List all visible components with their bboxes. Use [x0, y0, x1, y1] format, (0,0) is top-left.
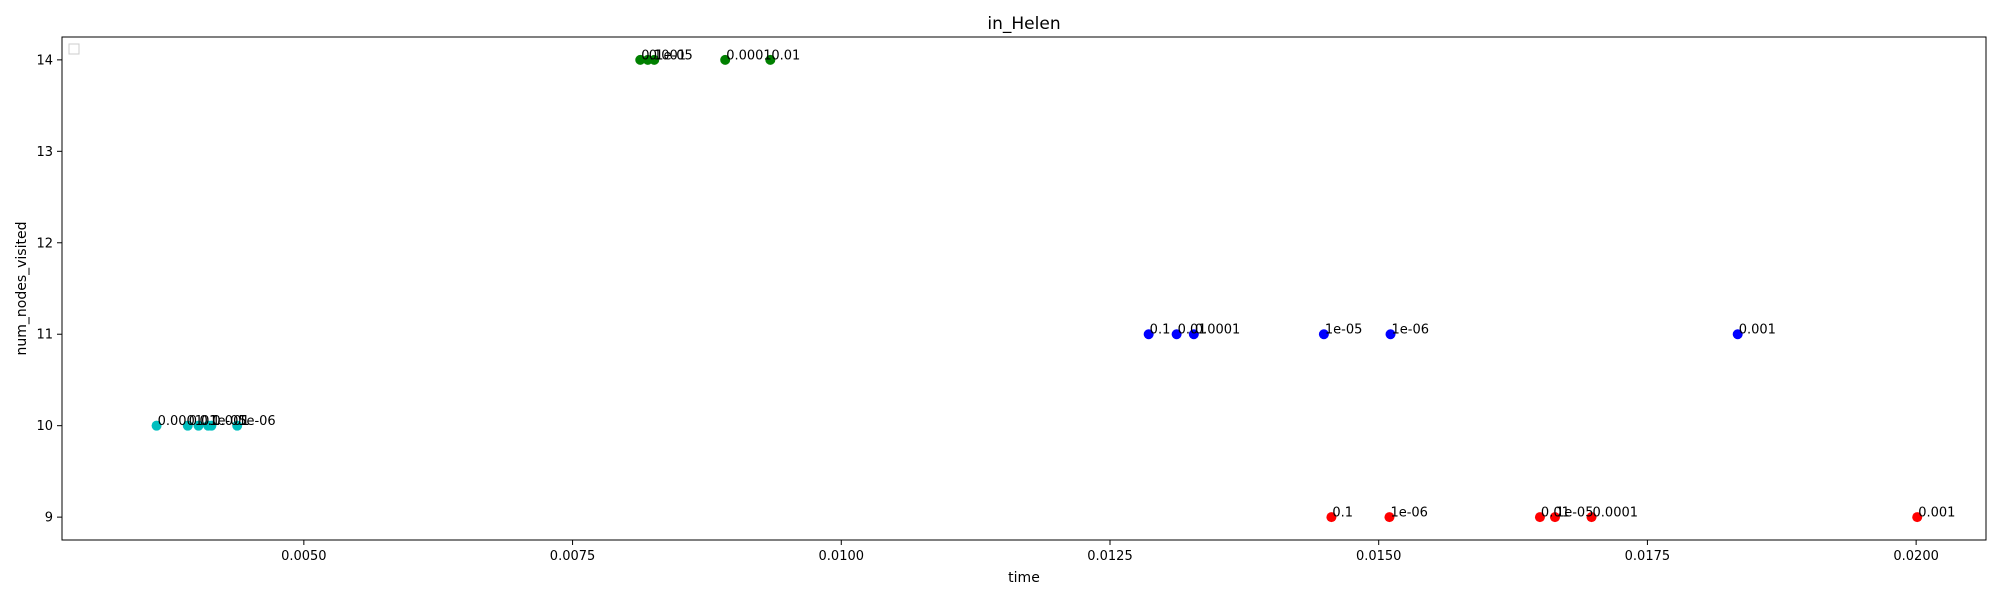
x-tick-label: 0.0075 [550, 549, 596, 564]
data-point-label: 1e-05 [1325, 323, 1363, 338]
x-tick-label: 0.0175 [1625, 549, 1671, 564]
data-point-label: 1e-06 [1392, 323, 1430, 338]
data-point [206, 420, 217, 431]
data-point [182, 420, 193, 431]
data-point [232, 420, 243, 431]
data-point-label: 1e-05 [209, 414, 247, 429]
data-point [635, 54, 646, 65]
data-point [1384, 512, 1395, 523]
data-point [151, 420, 162, 431]
x-axis-ticks: 0.0050 0.0075 0.0100 0.0125 0.0150 0.0175 0.02… [281, 540, 1939, 564]
data-point-label: 0.1 [1150, 323, 1171, 338]
data-point-label: 0.001 [212, 414, 249, 429]
x-tick-label: 0.0150 [1356, 549, 1402, 564]
data-point [1143, 329, 1154, 340]
legend-box [68, 43, 80, 55]
data-point-label: 1e-06 [238, 414, 276, 429]
data-point [1912, 512, 1923, 523]
data-point [1188, 329, 1199, 340]
y-tick-label: 9 [45, 511, 53, 526]
data-point-label: 0.0001 [726, 48, 772, 63]
y-axis-ticks: 9 10 11 12 13 14 [36, 53, 62, 526]
plot-area-frame [61, 36, 1987, 541]
y-tick-label: 13 [36, 145, 53, 160]
data-point-label: 0.001 [649, 48, 686, 63]
data-point [1549, 512, 1560, 523]
x-tick-label: 0.0125 [1087, 549, 1133, 564]
data-point [1385, 329, 1396, 340]
data-point-label: 0.0001 [1593, 506, 1639, 521]
chart-title: in_Helen [987, 14, 1060, 34]
point-labels: 0.00010.010.11e-050.0011e-060.10.0011e-0… [158, 48, 1956, 520]
data-point [1586, 512, 1597, 523]
y-tick-label: 10 [36, 419, 53, 434]
data-point [193, 420, 204, 431]
y-tick-label: 14 [36, 53, 53, 68]
data-point [1326, 512, 1337, 523]
data-point-label: 0.01 [189, 414, 218, 429]
y-tick-label: 11 [36, 328, 53, 343]
x-tick-label: 0.0050 [281, 549, 327, 564]
data-point-label: 0.01 [1178, 323, 1207, 338]
y-axis-label: num_nodes_visited [14, 222, 30, 356]
data-point-label: 0.0001 [158, 414, 204, 429]
data-point [1534, 512, 1545, 523]
data-point-label: 0.01 [1541, 506, 1570, 521]
data-point-label: 0.1 [641, 48, 662, 63]
x-tick-label: 0.0200 [1893, 549, 1939, 564]
data-point [1171, 329, 1182, 340]
data-point-label: 0.1 [200, 414, 221, 429]
x-axis-label: time [1008, 570, 1040, 586]
data-points [151, 54, 1923, 523]
x-tick-label: 0.0100 [819, 549, 865, 564]
data-point-label: 1e-05 [655, 48, 693, 63]
data-point-label: 1e-05 [1556, 506, 1594, 521]
y-tick-label: 12 [36, 236, 53, 251]
data-point [765, 54, 776, 65]
data-point-label: 0.1 [1332, 506, 1353, 521]
data-point-label: 0.01 [771, 48, 800, 63]
data-point-label: 1e-06 [1390, 506, 1428, 521]
data-point-label: 0.001 [1918, 506, 1955, 521]
data-point [720, 54, 731, 65]
data-point [1732, 329, 1743, 340]
data-point [1318, 329, 1329, 340]
data-point-label: 0.001 [1739, 323, 1776, 338]
data-point [649, 54, 660, 65]
data-point-label: 0.0001 [1195, 323, 1241, 338]
